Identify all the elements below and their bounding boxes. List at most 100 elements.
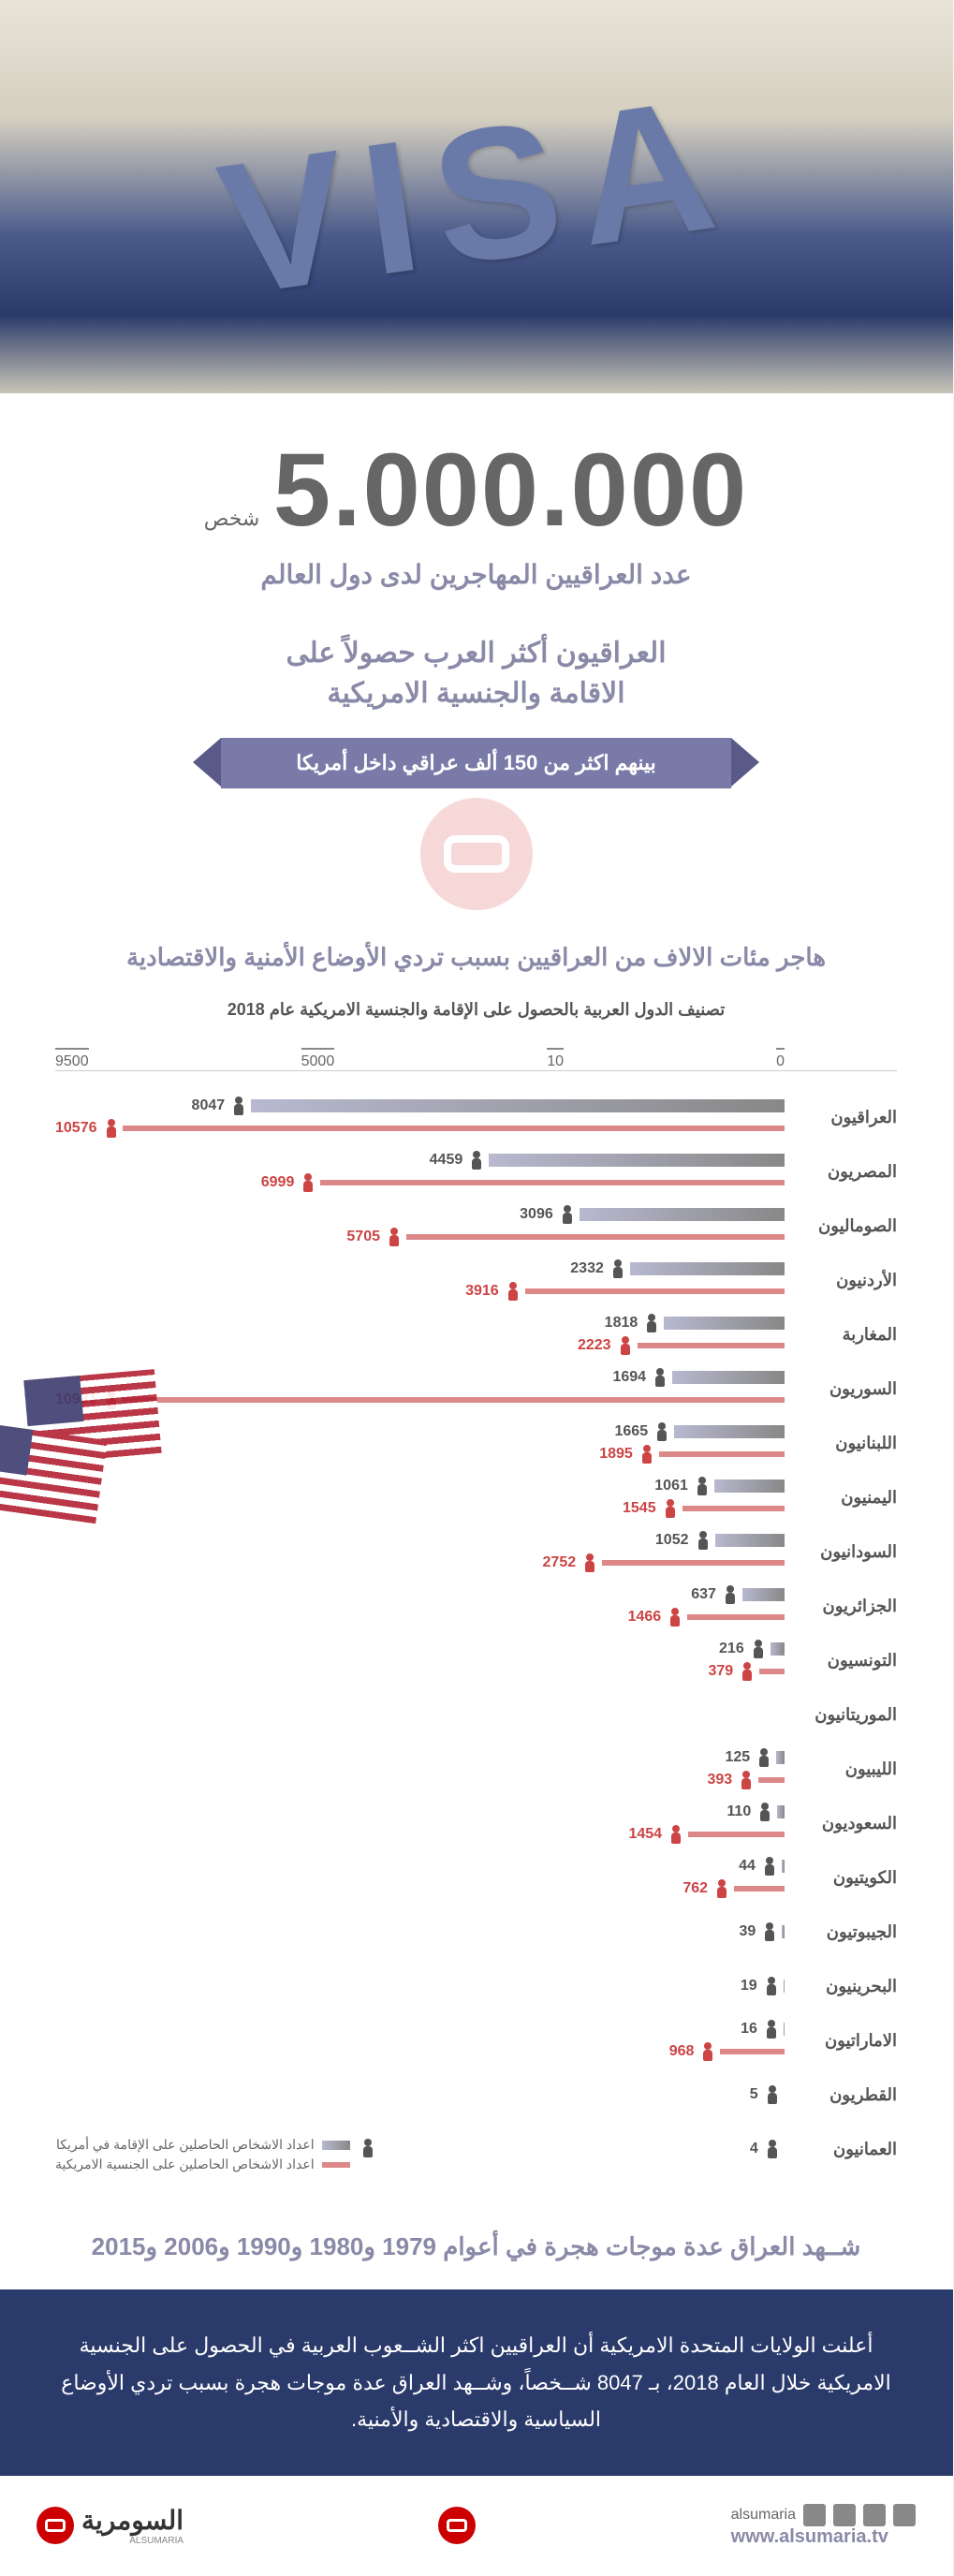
person-icon xyxy=(741,1771,754,1789)
chart-legend: اعداد الاشخاص الحاصلين على الإقامة في أم… xyxy=(56,2133,390,2176)
chart-row: الاماراتيون16968 xyxy=(56,2013,898,2068)
person-icon xyxy=(646,1314,659,1332)
chart-row-label: السعوديون xyxy=(785,1814,898,1833)
bottom-bar: alsumaria www.alsumaria.tv السومرية ALSU… xyxy=(0,2476,954,2576)
section-header-line1: العراقيون أكثر العرب حصولاً على xyxy=(37,637,917,670)
bar-value-residency: 1665 xyxy=(616,1423,650,1440)
chart-row-label: الجيبوتيون xyxy=(785,1922,898,1942)
person-icon xyxy=(764,1922,777,1941)
instagram-icon xyxy=(834,2504,857,2526)
usa-flags-decoration xyxy=(0,1375,159,1543)
legend-gray-label: اعداد الاشخاص الحاصلين على الإقامة في أم… xyxy=(57,2137,316,2153)
youtube-icon xyxy=(804,2504,827,2526)
chart-axis: 95005000100 xyxy=(56,1048,898,1071)
chart-row-label: العمانيون xyxy=(785,2140,898,2159)
chart-row: البحرينيون19 xyxy=(56,1959,898,2013)
facebook-icon xyxy=(894,2504,917,2526)
chart-row-label: الموريتانيون xyxy=(785,1705,898,1725)
person-icon xyxy=(233,1097,246,1115)
bar-value-residency: 1052 xyxy=(656,1532,690,1549)
person-icon xyxy=(697,1531,711,1550)
chart-row-label: الاماراتيون xyxy=(785,2031,898,2051)
chart-row: السودانيون 1052 2752 xyxy=(56,1524,898,1579)
migration-subtitle: هاجر مئات الالاف من العراقيين بسبب تردي … xyxy=(0,934,954,1000)
person-icon xyxy=(584,1553,597,1572)
chart-row: اليمنيون 1061 1545 xyxy=(56,1470,898,1524)
person-icon xyxy=(759,1803,772,1821)
chart-row: الجيبوتيون 39 xyxy=(56,1905,898,1959)
chart-row-label: المغاربة xyxy=(785,1325,898,1345)
chart-title: تصنيف الدول العربية بالحصول على الإقامة … xyxy=(56,1000,898,1020)
section-header-1: العراقيون أكثر العرب حصولاً على الاقامة … xyxy=(0,609,954,738)
bar-value-residency: 1061 xyxy=(655,1478,689,1494)
person-icon xyxy=(670,1825,683,1844)
chart-row-label: الليبيون xyxy=(785,1759,898,1779)
bar-value-citizenship: 2752 xyxy=(544,1554,578,1571)
bar-value-citizenship: 10576 xyxy=(56,1120,98,1137)
person-icon xyxy=(766,2020,779,2039)
person-icon xyxy=(656,1422,669,1441)
person-icon xyxy=(665,1499,678,1518)
chart-row-label: اليمنيون xyxy=(785,1488,898,1508)
chart-row: الجزائريون6371466 xyxy=(56,1579,898,1633)
headline-stat: 5.000.000 شخص عدد العراقيين المهاجرين لد… xyxy=(0,393,954,609)
social-block: alsumaria www.alsumaria.tv xyxy=(732,2504,917,2548)
person-icon xyxy=(302,1173,316,1192)
timeline-text: شــهد العراق عدة موجات هجرة في أعوام 197… xyxy=(0,2214,954,2289)
chart-row-label: التونسيون xyxy=(785,1651,898,1671)
person-icon xyxy=(562,1205,575,1224)
bar-chart: تصنيف الدول العربية بالحصول على الإقامة … xyxy=(0,1000,954,2214)
chart-row-label: الأردنيون xyxy=(785,1271,898,1290)
bar-value-residency: 216 xyxy=(720,1641,745,1657)
bar-value-residency: 4459 xyxy=(431,1152,464,1169)
bar-value-citizenship: 762 xyxy=(683,1880,709,1897)
bar-value-residency: 44 xyxy=(740,1858,756,1875)
bar-value-citizenship: 3916 xyxy=(466,1283,500,1300)
bar-value-residency: 110 xyxy=(727,1803,752,1820)
chart-row: الليبيون125393 xyxy=(56,1742,898,1796)
chart-row-label: القطريون xyxy=(785,2085,898,2105)
bar-value-citizenship: 1454 xyxy=(629,1826,663,1843)
person-icon xyxy=(725,1585,738,1604)
bar-value-residency: 125 xyxy=(726,1749,751,1766)
bar-value-citizenship: 1466 xyxy=(629,1609,663,1626)
watermark-logo xyxy=(0,798,954,915)
person-icon xyxy=(641,1445,654,1464)
footer-summary: أعلنت الولايات المتحدة الامريكية أن العر… xyxy=(0,2289,954,2476)
twitter-icon xyxy=(864,2504,887,2526)
person-icon xyxy=(716,1879,729,1898)
chart-row-label: اللبنانيون xyxy=(785,1434,898,1453)
bar-value-residency: 1818 xyxy=(606,1315,639,1332)
chart-row: الصوماليون30965705 xyxy=(56,1199,898,1253)
brand-logo: السومرية ALSUMARIA xyxy=(37,2505,184,2546)
website-url: www.alsumaria.tv xyxy=(732,2526,917,2548)
chart-rows: العراقيون804710576المصريون44596999الصوما… xyxy=(56,1090,898,2176)
bar-value-citizenship: 379 xyxy=(709,1663,734,1680)
chart-row-label: السودانيون xyxy=(785,1542,898,1562)
bar-value-residency: 16 xyxy=(741,2021,758,2038)
chart-row-label: الصوماليون xyxy=(785,1216,898,1236)
person-icon xyxy=(702,2042,715,2061)
person-icon xyxy=(764,1857,777,1876)
bar-value-residency: 4 xyxy=(751,2141,759,2157)
chart-row: العراقيون804710576 xyxy=(56,1090,898,1144)
chart-row: الكويتيون44762 xyxy=(56,1850,898,1905)
chart-row: المصريون44596999 xyxy=(56,1144,898,1199)
chart-row: السعوديون 110 1454 xyxy=(56,1796,898,1850)
bar-value-residency: 19 xyxy=(741,1978,758,1995)
person-icon xyxy=(753,1640,766,1658)
bar-value-residency: 1694 xyxy=(613,1369,647,1386)
chart-row: الموريتانيون xyxy=(56,1687,898,1742)
visa-header-image: VISA xyxy=(0,0,954,393)
person-icon xyxy=(741,1662,755,1681)
bar-value-residency: 39 xyxy=(740,1923,756,1940)
chart-row: السوريون169410931 xyxy=(56,1362,898,1416)
bar-value-citizenship: 1545 xyxy=(624,1500,657,1517)
chart-row-label: العراقيون xyxy=(785,1108,898,1127)
bar-value-citizenship: 6999 xyxy=(262,1174,296,1191)
bar-value-residency: 5 xyxy=(751,2086,759,2103)
person-icon xyxy=(507,1282,521,1301)
bar-value-citizenship: 5705 xyxy=(347,1229,381,1245)
person-icon xyxy=(767,2085,780,2104)
bar-value-residency: 2332 xyxy=(571,1260,605,1277)
